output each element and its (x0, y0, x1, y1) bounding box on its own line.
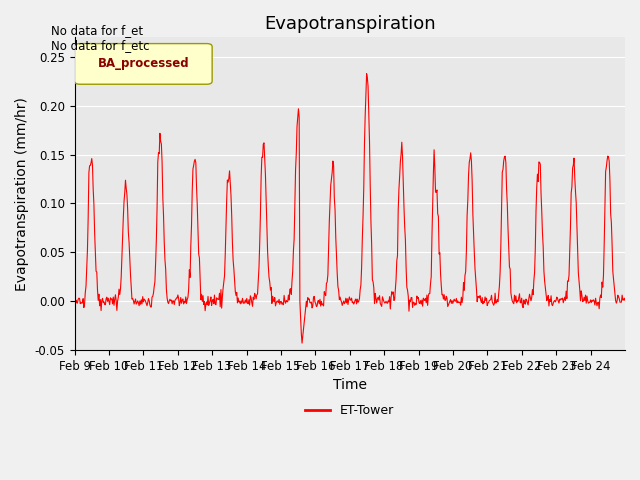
Text: BA_processed: BA_processed (97, 58, 189, 71)
Title: Evapotranspiration: Evapotranspiration (264, 15, 436, 33)
Text: No data for f_et
No data for f_etc: No data for f_et No data for f_etc (51, 24, 150, 52)
FancyBboxPatch shape (74, 44, 212, 84)
X-axis label: Time: Time (333, 378, 367, 392)
Y-axis label: Evapotranspiration (mm/hr): Evapotranspiration (mm/hr) (15, 97, 29, 290)
Legend: ET-Tower: ET-Tower (300, 399, 399, 422)
